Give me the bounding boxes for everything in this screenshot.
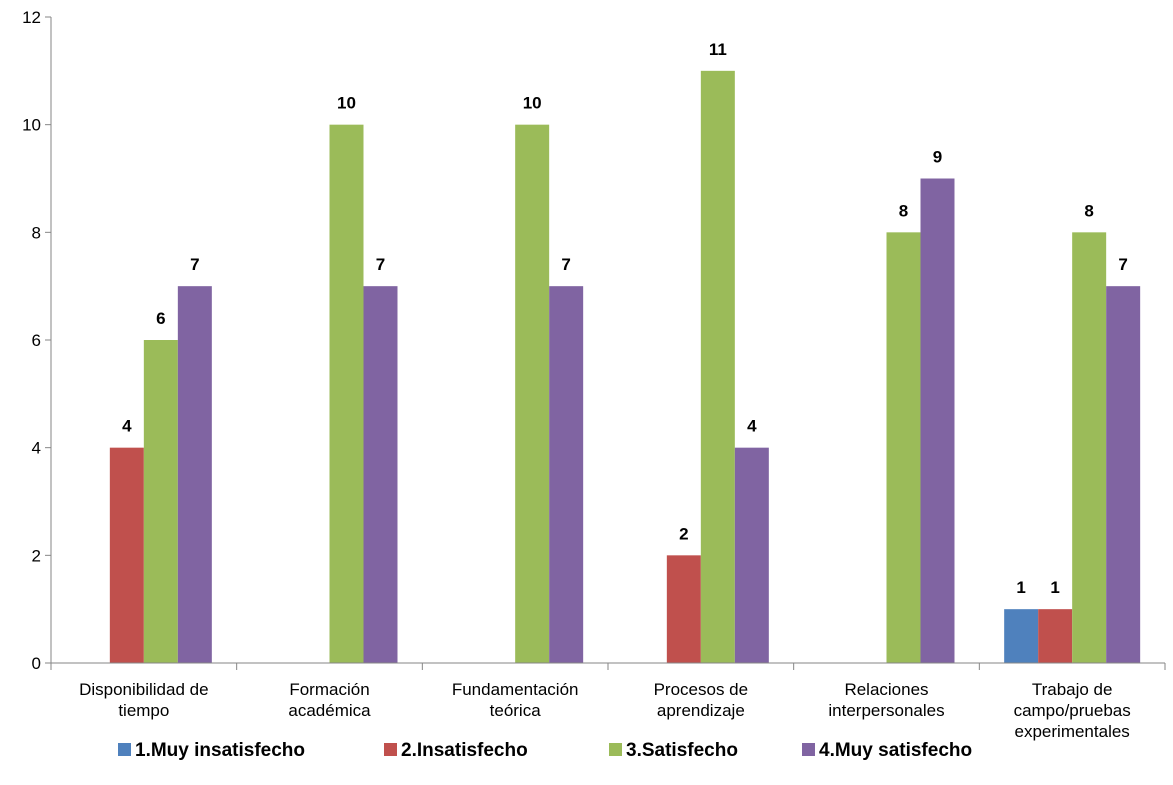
legend-label: 3.Satisfecho	[626, 740, 738, 761]
data-label: 7	[376, 255, 385, 274]
y-tick-label: 10	[22, 116, 41, 135]
data-label: 4	[747, 417, 757, 436]
x-category-label-line: aprendizaje	[657, 701, 745, 720]
data-label: 9	[933, 148, 942, 167]
x-category-label: Relaciones interpersonales	[828, 680, 944, 720]
x-category-label: Trabajo de campo/pruebas experimentales	[1014, 680, 1131, 741]
data-label: 7	[190, 255, 199, 274]
x-category-label-line: Formación	[289, 680, 369, 699]
bar	[700, 70, 735, 664]
bar	[666, 555, 701, 663]
data-label: 2	[679, 524, 688, 543]
bars	[109, 70, 1141, 664]
x-category-label-line: Relaciones	[844, 680, 928, 699]
bar	[363, 286, 398, 663]
x-axis: Disponibilidad de tiempo Formación académic…	[50, 662, 1166, 741]
x-category-label-line: Trabajo de	[1032, 680, 1113, 699]
data-label: 8	[1084, 201, 1093, 220]
legend-label: 1.Muy insatisfecho	[135, 740, 305, 761]
y-tick-label: 2	[32, 546, 41, 565]
y-tick-label: 8	[32, 223, 41, 242]
x-category-label-line: Fundamentación	[452, 680, 579, 699]
legend-swatch	[384, 743, 397, 756]
x-category-label-line: interpersonales	[828, 701, 944, 720]
bar	[1106, 286, 1141, 663]
bar	[920, 178, 955, 663]
data-label: 7	[561, 255, 570, 274]
data-label: 4	[122, 417, 132, 436]
y-axis: 0 2 4 6 8 10 12	[22, 8, 52, 673]
x-category-label-line: Procesos de	[654, 680, 749, 699]
legend-swatch	[118, 743, 131, 756]
bar	[1004, 609, 1039, 663]
bar	[329, 124, 364, 663]
data-label: 7	[1118, 255, 1127, 274]
bar	[109, 447, 144, 663]
legend: 1.Muy insatisfecho 2.Insatisfecho 3.Satisf…	[118, 740, 972, 761]
legend-label: 4.Muy satisfecho	[819, 740, 972, 761]
bar	[734, 447, 769, 663]
y-tick-label: 6	[32, 331, 41, 350]
x-category-label: Disponibilidad de tiempo	[79, 680, 208, 720]
data-label: 1	[1050, 578, 1059, 597]
x-category-label-line: tiempo	[118, 701, 169, 720]
data-label: 10	[337, 94, 356, 113]
legend-swatch	[609, 743, 622, 756]
bar	[143, 340, 178, 663]
legend-label: 2.Insatisfecho	[401, 740, 528, 761]
bar	[1038, 609, 1073, 663]
y-tick-label: 4	[32, 439, 41, 458]
x-category-label-line: teórica	[490, 701, 542, 720]
data-label: 1	[1016, 578, 1025, 597]
x-category-label: Formación académica	[288, 680, 371, 720]
x-category-label-line: experimentales	[1015, 722, 1130, 741]
y-tick-label: 0	[32, 654, 41, 673]
x-category-label-line: Disponibilidad de	[79, 680, 208, 699]
data-label: 11	[709, 40, 727, 59]
data-label: 10	[523, 94, 542, 113]
bar	[549, 286, 584, 663]
y-tick-label: 12	[22, 8, 41, 27]
data-label: 6	[156, 309, 165, 328]
bar	[177, 286, 212, 663]
bar	[886, 232, 921, 664]
bar	[1072, 232, 1107, 664]
x-category-label-line: campo/pruebas	[1014, 701, 1131, 720]
legend-swatch	[802, 743, 815, 756]
x-category-label-line: académica	[288, 701, 371, 720]
x-category-label: Fundamentación teórica	[452, 680, 579, 720]
bar	[515, 124, 550, 663]
x-category-label: Procesos de aprendizaje	[654, 680, 749, 720]
data-label: 8	[899, 201, 908, 220]
